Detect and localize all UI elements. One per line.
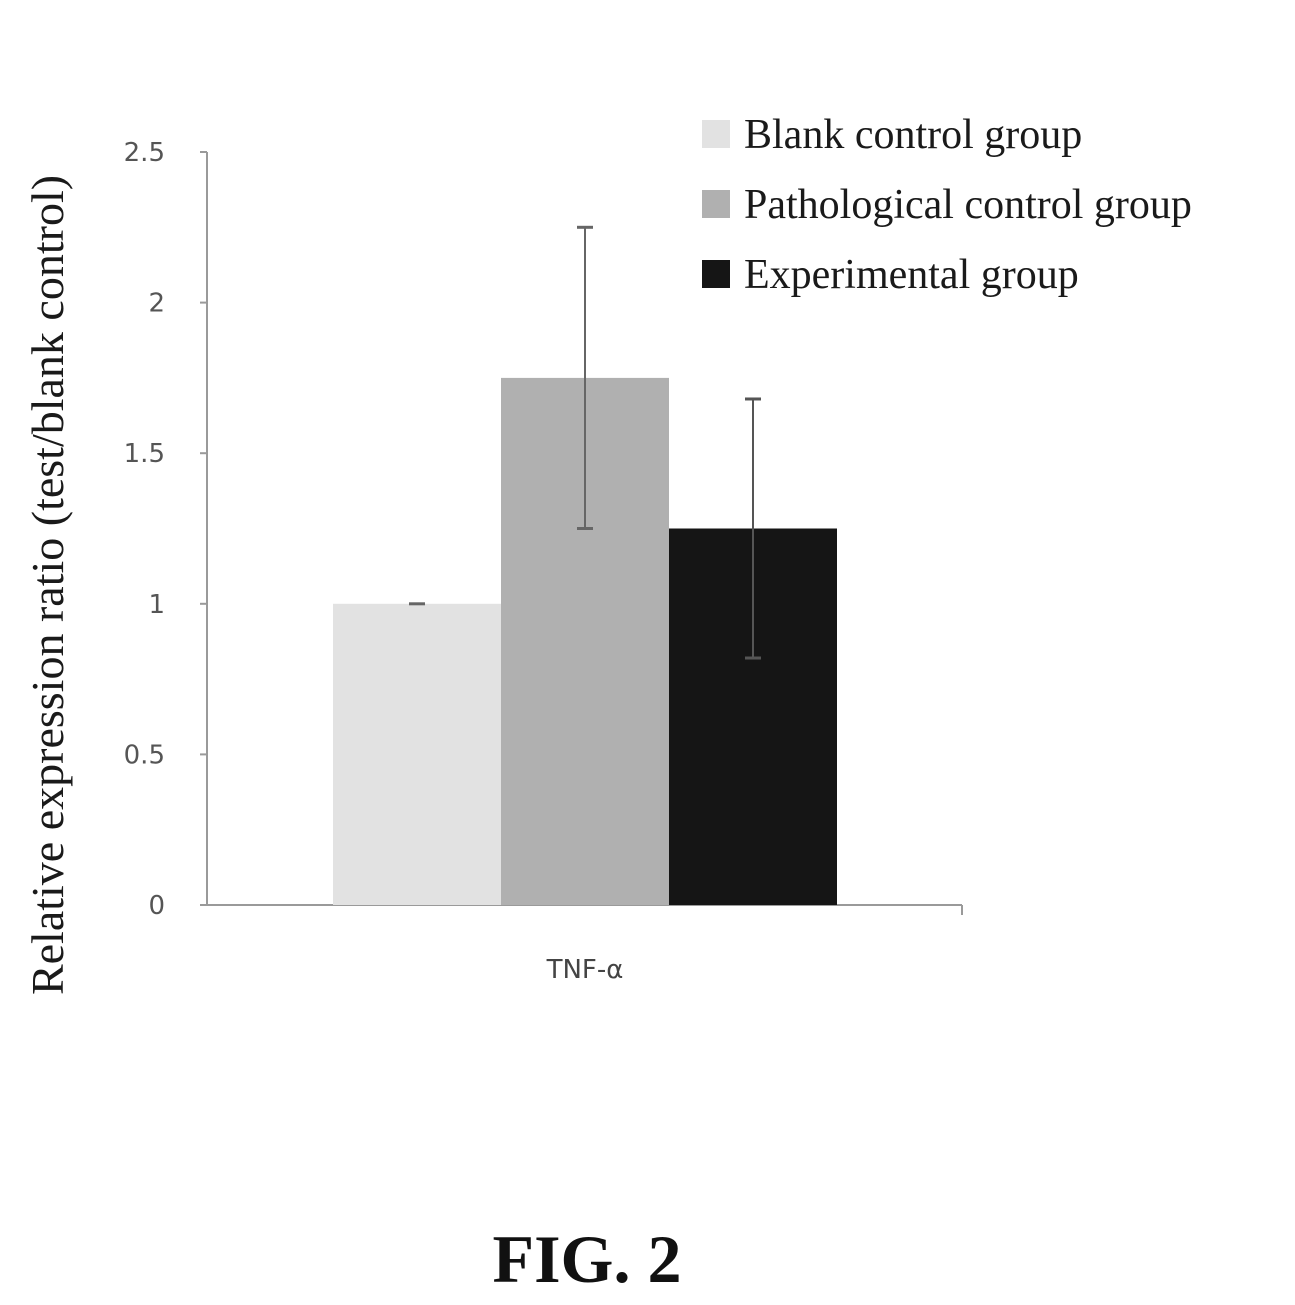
y-tick-label: 0 — [148, 891, 165, 921]
y-axis-label: Relative expression ratio (test/blank co… — [22, 175, 73, 995]
legend: Blank control group Pathological control … — [702, 112, 1192, 298]
legend-label: Blank control group — [744, 112, 1082, 158]
axes: 0 0.5 1 1.5 2 2.5 — [124, 138, 963, 921]
legend-label: Experimental group — [744, 252, 1079, 298]
bar-blank-control-group — [333, 603, 501, 905]
figure-caption: FIG. 2 — [493, 1221, 682, 1297]
legend-label: Pathological control group — [744, 182, 1192, 228]
y-tick-label: 1 — [148, 590, 165, 620]
error-bars — [409, 225, 761, 660]
y-tick-label: 2 — [148, 289, 165, 319]
y-tick-label: 1.5 — [124, 439, 165, 469]
y-tick-label: 2.5 — [124, 138, 165, 168]
y-ticks: 0 0.5 1 1.5 2 2.5 — [124, 138, 963, 921]
x-category-label: TNF-α — [546, 955, 624, 985]
legend-swatch — [702, 260, 730, 288]
legend-swatch — [702, 190, 730, 218]
legend-swatch — [702, 120, 730, 148]
y-tick-label: 0.5 — [124, 740, 165, 770]
